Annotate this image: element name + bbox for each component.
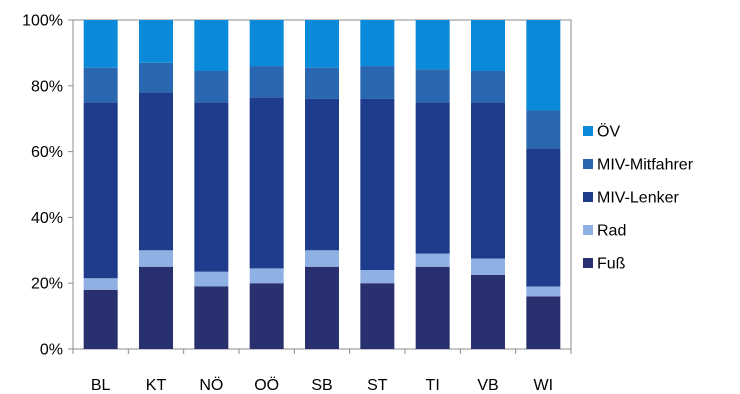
bar-segment-BL-ÖV (83, 20, 118, 68)
bar-segment-WI-ÖV (526, 20, 561, 111)
bar-segment-ST-Rad (360, 270, 395, 284)
bar-segment-ST-MIV-Lenker (360, 98, 395, 271)
bar-segment-KT-ÖV (139, 20, 173, 63)
bar-segment-NÖ-Rad (194, 271, 229, 287)
legend-swatch-ÖV (583, 126, 593, 136)
bar-segment-KT-Rad (139, 250, 173, 267)
bar-segment-BL-Rad (83, 278, 118, 290)
bar-segment-SB-Fuß (305, 266, 339, 349)
legend-swatch-Rad (583, 225, 593, 235)
bar-segment-KT-MIV-Mitfahrer (139, 62, 173, 93)
legend-label-Fuß: Fuß (597, 256, 626, 273)
y-tick-label: 100% (22, 13, 63, 30)
y-tick-label: 0% (40, 342, 63, 359)
x-tick-label-VB: VB (477, 377, 498, 394)
bar-segment-SB-MIV-Mitfahrer (305, 67, 339, 99)
bar-segment-OÖ-ÖV (249, 20, 284, 67)
bar-segment-BL-MIV-Mitfahrer (83, 67, 118, 103)
bar-segment-WI-Fuß (526, 296, 561, 349)
legend-swatch-Fuß (583, 258, 593, 268)
bar-segment-KT-MIV-Lenker (139, 92, 173, 251)
x-tick-label-KT: KT (146, 377, 167, 394)
y-tick-label: 20% (31, 276, 63, 293)
legend-swatch-MIV-Lenker (583, 192, 593, 202)
bar-segment-NÖ-MIV-Mitfahrer (194, 71, 229, 103)
bar-segment-ST-ÖV (360, 20, 395, 67)
legend-label-MIV-Lenker: MIV-Lenker (597, 190, 679, 207)
y-tick-label: 80% (31, 78, 63, 95)
legend: ÖV MIV-Mitfahrer MIV-Lenker Rad Fuß (583, 123, 694, 273)
bar-segment-NÖ-Fuß (194, 286, 229, 349)
bar-segment-WI-MIV-Mitfahrer (526, 110, 561, 149)
bar-segment-SB-MIV-Lenker (305, 98, 339, 251)
bar-segment-TI-Rad (415, 253, 450, 267)
bar-segment-SB-Rad (305, 250, 339, 267)
y-tick-label: 60% (31, 144, 63, 161)
legend-label-MIV-Mitfahrer: MIV-Mitfahrer (597, 157, 694, 174)
bar-segment-BL-MIV-Lenker (83, 102, 118, 279)
x-tick-label-WI: WI (534, 377, 554, 394)
bar-segment-VB-MIV-Mitfahrer (471, 71, 505, 103)
legend-label-ÖV: ÖV (597, 123, 620, 141)
x-tick-label-OÖ: OÖ (254, 376, 279, 394)
bar-segment-ST-MIV-Mitfahrer (360, 66, 395, 99)
bar-segment-VB-ÖV (471, 20, 505, 71)
bar-segment-TI-MIV-Mitfahrer (415, 69, 450, 103)
x-tick-label-TI: TI (426, 377, 440, 394)
bar-segment-NÖ-ÖV (194, 20, 229, 71)
bar-segment-TI-Fuß (415, 266, 450, 349)
bar-segment-WI-Rad (526, 286, 561, 297)
bar-segment-VB-Fuß (471, 274, 505, 349)
bar-segment-WI-MIV-Lenker (526, 148, 561, 287)
bar-segment-SB-ÖV (305, 20, 339, 68)
bar-segment-TI-ÖV (415, 20, 450, 70)
legend-label-Rad: Rad (597, 223, 626, 240)
axes-group: 0% 20% 40% 60% 80% 100% BL KT NÖ OÖ SB ST TI VB WI (22, 13, 572, 394)
bar-segment-VB-Rad (471, 258, 505, 275)
bar-segment-OÖ-Fuß (249, 283, 284, 349)
x-tick-label-ST: ST (367, 377, 388, 394)
bars-group (83, 20, 561, 349)
bar-segment-TI-MIV-Lenker (415, 102, 450, 254)
x-tick-label-NÖ: NÖ (199, 376, 223, 394)
bar-segment-BL-Fuß (83, 289, 118, 349)
bar-segment-KT-Fuß (139, 266, 173, 349)
bar-segment-OÖ-MIV-Lenker (249, 97, 284, 269)
bar-segment-NÖ-MIV-Lenker (194, 102, 229, 272)
y-tick-label: 40% (31, 210, 63, 227)
bar-segment-VB-MIV-Lenker (471, 102, 505, 259)
bar-segment-OÖ-Rad (249, 268, 284, 284)
legend-swatch-MIV-Mitfahrer (583, 159, 593, 169)
x-tick-label-SB: SB (311, 377, 332, 394)
bar-segment-ST-Fuß (360, 283, 395, 349)
x-tick-label-BL: BL (91, 377, 111, 394)
bar-segment-OÖ-MIV-Mitfahrer (249, 66, 284, 98)
